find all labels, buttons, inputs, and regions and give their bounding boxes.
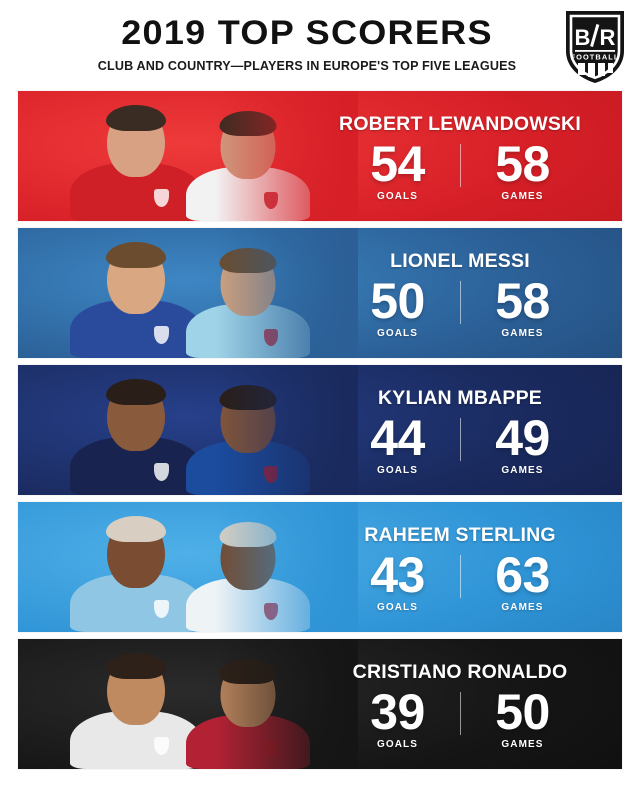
goals-value: 50: [370, 273, 425, 329]
header-text-block: 2019 TOP SCORERS CLUB AND COUNTRY—PLAYER…: [0, 14, 640, 74]
player-row-3[interactable]: KYLIAN MBAPPE 44 GOALS 49 GAMES: [18, 365, 622, 495]
player-photo-club: [70, 232, 202, 358]
player-photos: [18, 502, 358, 632]
stat-games: 63 GAMES: [465, 549, 581, 614]
games-value: 58: [495, 136, 550, 192]
games-value: 63: [495, 547, 550, 603]
player-photos: [18, 639, 358, 769]
stat-games: 58 GAMES: [465, 138, 581, 203]
player-photo-country: [186, 510, 310, 632]
stat-divider: [459, 418, 461, 461]
stat-divider: [459, 555, 461, 598]
player-row-4[interactable]: RAHEEM STERLING 43 GOALS 63 GAMES: [18, 502, 622, 632]
svg-text:R: R: [600, 25, 616, 50]
header: 2019 TOP SCORERS CLUB AND COUNTRY—PLAYER…: [0, 0, 640, 88]
stat-group: 54 GOALS 58 GAMES: [340, 138, 581, 203]
stat-goals: 39 GOALS: [340, 686, 456, 751]
player-photos: [18, 91, 358, 221]
goals-label: GOALS: [376, 328, 419, 339]
player-photo-country: [186, 236, 310, 358]
svg-text:B: B: [575, 25, 591, 50]
player-photos: [18, 365, 358, 495]
goals-label: GOALS: [376, 191, 419, 202]
games-value: 50: [495, 684, 550, 740]
stat-games: 58 GAMES: [465, 275, 581, 340]
player-stats: ROBERT LEWANDOWSKI 54 GOALS 58 GAMES: [310, 91, 610, 221]
player-photo-club: [70, 643, 202, 769]
player-photo-country: [186, 647, 310, 769]
goals-value: 39: [370, 684, 425, 740]
goals-value: 44: [370, 410, 425, 466]
player-stats: CRISTIANO RONALDO 39 GOALS 50 GAMES: [310, 639, 610, 769]
stat-divider: [459, 144, 461, 187]
br-football-logo[interactable]: B R FOOTBALL: [564, 9, 626, 85]
goals-label: GOALS: [376, 465, 419, 476]
games-label: GAMES: [501, 328, 544, 339]
goals-value: 54: [370, 136, 425, 192]
player-rows-list: ROBERT LEWANDOWSKI 54 GOALS 58 GAMES: [18, 91, 622, 776]
games-label: GAMES: [501, 739, 544, 750]
player-row-2[interactable]: LIONEL MESSI 50 GOALS 58 GAMES: [18, 228, 622, 358]
player-stats: KYLIAN MBAPPE 44 GOALS 49 GAMES: [310, 365, 610, 495]
player-photo-club: [70, 95, 202, 221]
games-value: 58: [495, 273, 550, 329]
stat-games: 49 GAMES: [465, 412, 581, 477]
stat-goals: 50 GOALS: [340, 275, 456, 340]
page-subtitle: CLUB AND COUNTRY—PLAYERS IN EUROPE'S TOP…: [97, 59, 517, 73]
player-row-1[interactable]: ROBERT LEWANDOWSKI 54 GOALS 58 GAMES: [18, 91, 622, 221]
player-name: LIONEL MESSI: [390, 250, 530, 272]
stat-goals: 54 GOALS: [340, 138, 456, 203]
svg-text:FOOTBALL: FOOTBALL: [570, 53, 619, 62]
player-stats: RAHEEM STERLING 43 GOALS 63 GAMES: [310, 502, 610, 632]
goals-value: 43: [370, 547, 425, 603]
stat-divider: [459, 692, 461, 735]
goals-label: GOALS: [376, 739, 419, 750]
player-name: CRISTIANO RONALDO: [352, 661, 568, 683]
games-label: GAMES: [501, 191, 544, 202]
stat-divider: [459, 281, 461, 324]
player-photo-country: [186, 99, 310, 221]
games-label: GAMES: [501, 602, 544, 613]
player-name: ROBERT LEWANDOWSKI: [339, 113, 581, 135]
games-value: 49: [495, 410, 550, 466]
stat-group: 44 GOALS 49 GAMES: [340, 412, 581, 477]
page-title: 2019 TOP SCORERS: [121, 14, 493, 52]
goals-label: GOALS: [376, 602, 419, 613]
player-photos: [18, 228, 358, 358]
player-row-5[interactable]: CRISTIANO RONALDO 39 GOALS 50 GAMES: [18, 639, 622, 769]
stat-group: 39 GOALS 50 GAMES: [340, 686, 581, 751]
games-label: GAMES: [501, 465, 544, 476]
player-stats: LIONEL MESSI 50 GOALS 58 GAMES: [310, 228, 610, 358]
stat-games: 50 GAMES: [465, 686, 581, 751]
player-name: RAHEEM STERLING: [364, 524, 556, 546]
player-name: KYLIAN MBAPPE: [377, 387, 543, 409]
player-photo-club: [70, 369, 202, 495]
player-photo-country: [186, 373, 310, 495]
stat-group: 50 GOALS 58 GAMES: [340, 275, 581, 340]
player-photo-club: [70, 506, 202, 632]
stat-goals: 44 GOALS: [340, 412, 456, 477]
stat-goals: 43 GOALS: [340, 549, 456, 614]
stat-group: 43 GOALS 63 GAMES: [340, 549, 581, 614]
